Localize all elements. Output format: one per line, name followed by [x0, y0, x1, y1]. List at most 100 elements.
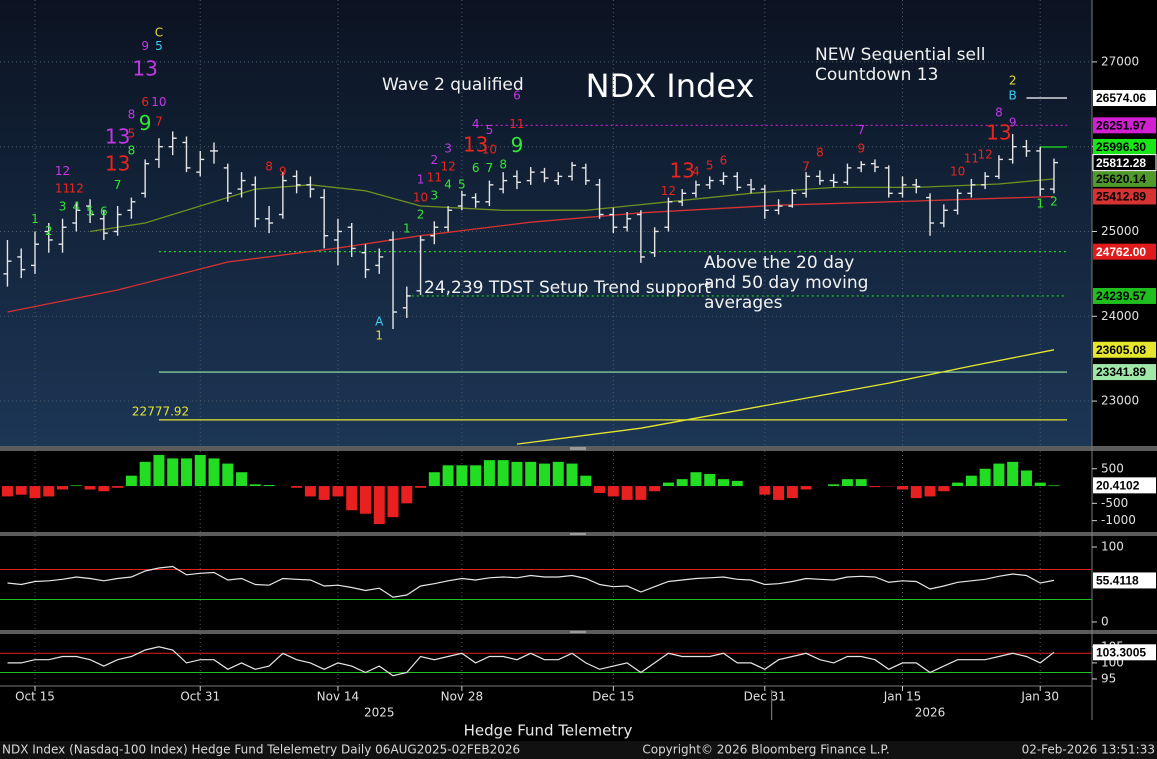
- count-label: 6: [472, 161, 480, 175]
- histogram-bar: [180, 458, 192, 487]
- count-label: 4: [444, 177, 452, 191]
- histogram-bar: [662, 482, 674, 487]
- count-label: 12: [977, 148, 992, 162]
- histogram-bar: [483, 460, 495, 487]
- indicator-line: [7, 565, 1055, 598]
- count-label: 2: [1050, 194, 1058, 208]
- count-label: 6: [141, 95, 149, 109]
- footer-right: 02-Feb-2026 13:51:33: [1022, 743, 1155, 757]
- count-label: 13: [669, 159, 694, 183]
- histogram-bar: [57, 486, 69, 490]
- histogram-bar: [731, 480, 743, 487]
- y-tick-label: -1000: [1101, 513, 1136, 527]
- count-label: 6: [100, 204, 108, 218]
- histogram-bar: [924, 486, 936, 497]
- count-label: 13: [105, 151, 130, 175]
- count-label: 6: [513, 88, 521, 102]
- separator-handle: [570, 631, 586, 633]
- count-label: 9: [511, 133, 524, 157]
- count-label: 11: [427, 171, 442, 185]
- histogram-bar: [208, 458, 220, 487]
- count-label: 10: [482, 143, 497, 157]
- histogram-bar: [1, 486, 13, 497]
- count-label: 12: [55, 164, 70, 178]
- annotation: NEW Sequential sell: [815, 45, 985, 65]
- y-tick-label: 100: [1101, 540, 1124, 554]
- histogram-bar: [84, 486, 96, 490]
- histogram-bar: [70, 485, 82, 487]
- count-label: 7: [802, 160, 810, 174]
- price-tag: [1093, 287, 1156, 304]
- histogram-bar: [29, 486, 41, 499]
- year-label: 2026: [915, 706, 946, 720]
- price-tag-label: 103.3005: [1096, 645, 1146, 659]
- separator-handle: [570, 533, 586, 535]
- histogram-bar: [43, 486, 55, 497]
- price-tag-label: 24239.57: [1096, 289, 1146, 303]
- histogram-bar: [291, 486, 303, 488]
- count-label: 2: [417, 207, 425, 221]
- level-label: 22777.92: [132, 404, 189, 418]
- count-label: 2: [431, 153, 439, 167]
- y-tick-label: -500: [1101, 496, 1128, 510]
- price-tag: [1093, 90, 1156, 107]
- count-label: 9: [1009, 115, 1017, 129]
- count-label: 10: [950, 165, 965, 179]
- count-label: 1: [375, 328, 383, 342]
- count-label: 3: [444, 141, 452, 155]
- separator-handle: [570, 447, 586, 450]
- count-label: 5: [86, 204, 94, 218]
- count-label: 6: [720, 154, 728, 168]
- count-label: 5: [458, 177, 466, 191]
- count-label: 13: [132, 56, 157, 80]
- count-label: 8: [128, 107, 136, 121]
- histogram-bar: [304, 486, 316, 497]
- count-label: 2: [45, 224, 53, 238]
- count-label: 4: [692, 165, 700, 179]
- count-label: 7: [155, 115, 163, 129]
- histogram-bar: [855, 479, 867, 487]
- price-tag: [1093, 139, 1156, 156]
- count-label: 9: [141, 39, 149, 53]
- count-label: A: [375, 315, 384, 329]
- count-label: 8: [995, 105, 1003, 119]
- count-label: 9: [139, 111, 152, 135]
- count-label: 1: [31, 212, 39, 226]
- x-tick-label: Dec 15: [592, 690, 634, 704]
- y-tick-label: 23000: [1101, 394, 1139, 408]
- histogram-bar: [511, 461, 523, 487]
- histogram-bar: [236, 472, 248, 487]
- histogram-bar: [690, 472, 702, 487]
- price-tag-label: 25620.14: [1096, 172, 1146, 186]
- count-label: 7: [857, 123, 865, 137]
- histogram-bar: [897, 486, 909, 490]
- count-label: 2: [1009, 73, 1017, 87]
- count-label: 1: [417, 172, 425, 186]
- histogram-bar: [194, 454, 206, 487]
- histogram-bar: [346, 486, 358, 511]
- moving-average: [7, 195, 1055, 313]
- price-tag: [1093, 364, 1156, 381]
- histogram-bar: [704, 473, 716, 487]
- histogram-bar: [167, 458, 179, 487]
- histogram-bar: [910, 486, 922, 499]
- histogram-bar: [566, 463, 578, 487]
- count-label: 11: [964, 151, 979, 165]
- year-label: 2025: [364, 706, 395, 720]
- price-tag-label: 23341.89: [1096, 365, 1146, 379]
- count-label: 11: [55, 182, 70, 196]
- price-tag: [1093, 477, 1156, 494]
- annotation: Countdown 13: [815, 65, 938, 85]
- footer-bar: [0, 741, 1157, 759]
- price-tag-label: 55.4118: [1096, 574, 1139, 588]
- count-label: 5: [155, 39, 163, 53]
- count-label: 1: [403, 221, 411, 235]
- x-tick-label: Jan 30: [1020, 690, 1059, 704]
- histogram-bar: [263, 485, 275, 487]
- histogram-bar: [125, 475, 137, 487]
- histogram-bar: [15, 486, 27, 495]
- count-label: 4: [72, 199, 80, 213]
- histogram-bar: [979, 468, 991, 487]
- histogram-bar: [428, 472, 440, 487]
- annotation: averages: [704, 293, 783, 313]
